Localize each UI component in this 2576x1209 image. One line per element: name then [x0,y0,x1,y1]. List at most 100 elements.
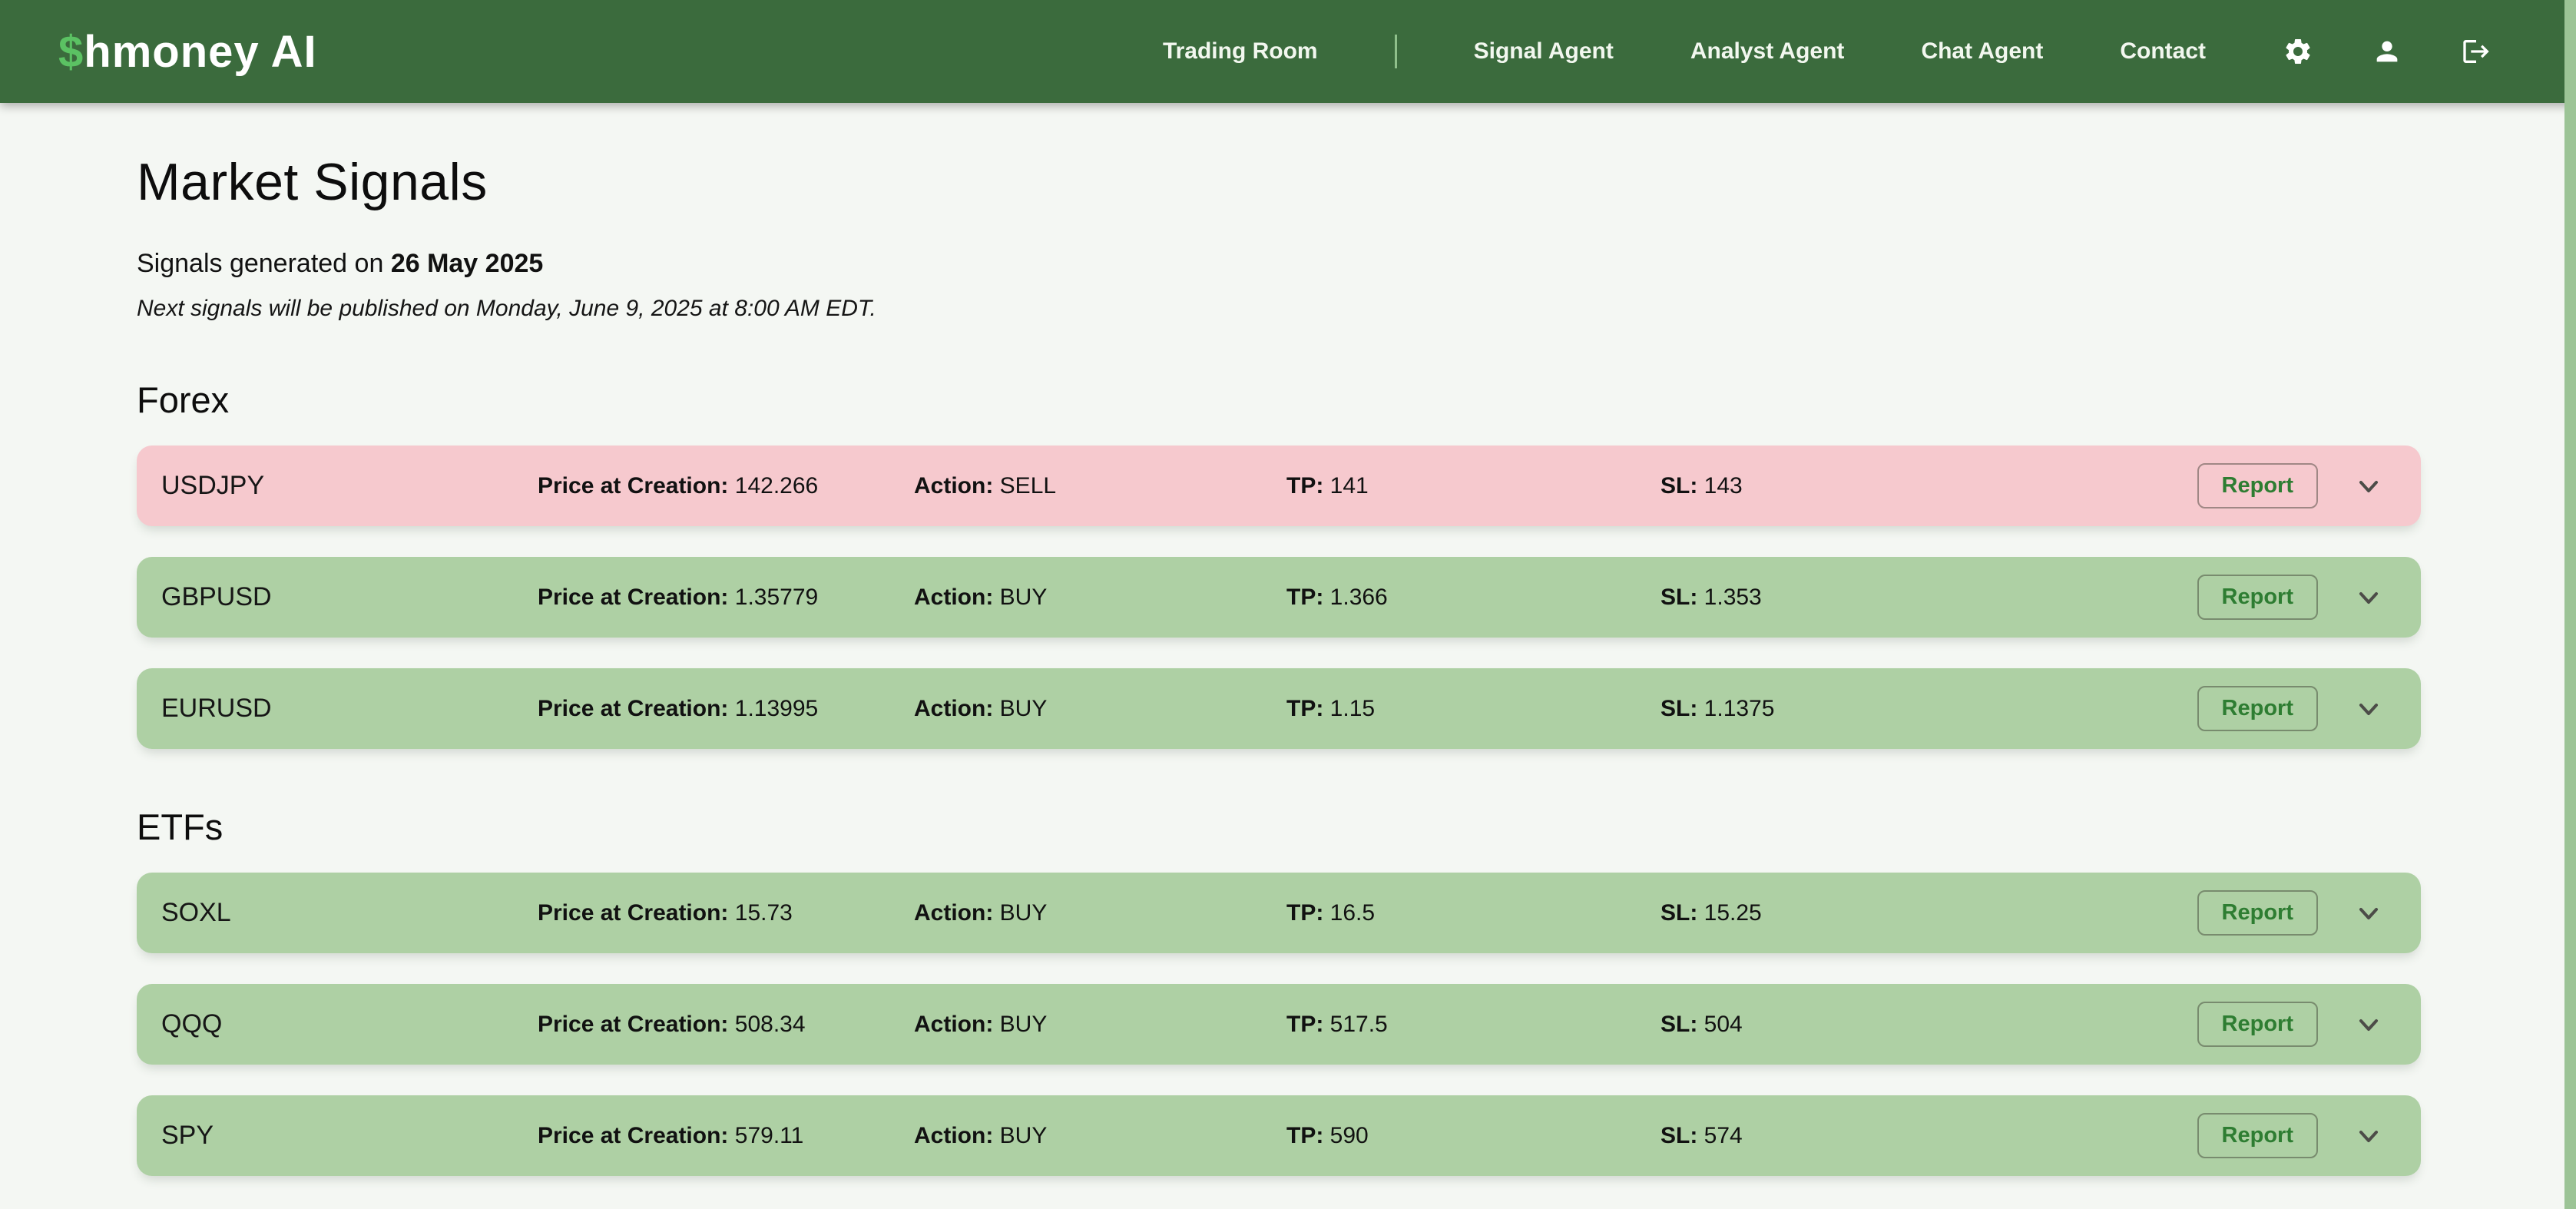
expand-row-button[interactable] [2350,691,2387,727]
action-cell: Action: BUY [914,900,1286,926]
user-icon[interactable] [2372,36,2402,67]
action-label: Action: [914,695,994,721]
action-value: BUY [999,1011,1048,1037]
tp-value: 16.5 [1329,899,1376,926]
report-button[interactable]: Report [2197,686,2318,731]
price-cell: Price at Creation: 1.13995 [538,696,914,722]
action-value: BUY [999,1122,1048,1148]
generated-prefix: Signals generated on [137,249,391,278]
expand-row-button[interactable] [2350,895,2387,932]
price-label: Price at Creation: [538,1122,729,1148]
nav-item-analyst-agent[interactable]: Analyst Agent [1690,38,1845,64]
action-cell: Action: BUY [914,1123,1286,1149]
tp-value: 1.15 [1329,695,1376,721]
chevron-down-icon [2352,469,2386,503]
expand-row-button[interactable] [2350,579,2387,616]
action-label: Action: [914,1011,994,1037]
nav-item-signal-agent[interactable]: Signal Agent [1473,38,1614,64]
action-value: SELL [999,472,1057,499]
chevron-down-icon [2352,581,2386,614]
action-label: Action: [914,472,994,499]
price-cell: Price at Creation: 508.34 [538,1012,914,1038]
tp-cell: TP: 1.366 [1286,585,1660,611]
signal-row: EURUSD Price at Creation: 1.13995 Action… [137,668,2421,749]
price-cell: Price at Creation: 142.266 [538,473,914,499]
report-button[interactable]: Report [2197,890,2318,936]
section-title: ETFs [137,807,223,847]
sl-label: SL: [1660,584,1698,610]
signal-row: USDJPY Price at Creation: 142.266 Action… [137,446,2421,526]
signal-row: SPY Price at Creation: 579.11 Action: BU… [137,1095,2421,1176]
tp-cell: TP: 16.5 [1286,900,1660,926]
report-button[interactable]: Report [2197,1002,2318,1047]
settings-icon[interactable] [2283,36,2313,67]
report-button[interactable]: Report [2197,1113,2318,1158]
signal-section: Forex USDJPY Price at Creation: 142.266 … [137,379,2422,749]
signal-sections: Forex USDJPY Price at Creation: 142.266 … [137,379,2422,1176]
signal-row: QQQ Price at Creation: 508.34 Action: BU… [137,984,2421,1065]
sl-value: 143 [1704,472,1743,499]
ticker: GBPUSD [161,582,272,611]
nav-item-trading-room[interactable]: Trading Room [1162,38,1318,64]
nav-item-chat-agent[interactable]: Chat Agent [1921,38,2044,64]
sl-label: SL: [1660,1011,1698,1037]
logo[interactable]: $hmoney AI [58,26,317,78]
action-label: Action: [914,584,994,610]
price-value: 1.13995 [734,695,819,721]
sl-value: 1.353 [1704,584,1762,610]
sl-cell: SL: 1.1375 [1660,696,2197,722]
price-label: Price at Creation: [538,472,729,499]
price-value: 508.34 [734,1011,806,1037]
tp-value: 517.5 [1329,1011,1388,1037]
report-button[interactable]: Report [2197,575,2318,620]
ticker: SPY [161,1121,214,1150]
main-content: Market Signals Signals generated on 26 M… [0,103,2576,1176]
sl-cell: SL: 504 [1660,1012,2197,1038]
chevron-down-icon [2352,692,2386,726]
expand-row-button[interactable] [2350,1006,2387,1043]
app-header: $hmoney AI Trading Room Signal Agent Ana… [0,0,2576,103]
sl-cell: SL: 15.25 [1660,900,2197,926]
signal-row: SOXL Price at Creation: 15.73 Action: BU… [137,873,2421,953]
price-label: Price at Creation: [538,584,729,610]
generated-date: 26 May 2025 [390,249,544,278]
next-signals-note: Next signals will be published on Monday… [137,296,876,321]
page-title: Market Signals [137,153,488,211]
price-cell: Price at Creation: 1.35779 [538,585,914,611]
action-label: Action: [914,899,994,926]
chevron-down-icon [2352,1008,2386,1042]
nav-item-contact[interactable]: Contact [2120,38,2206,64]
tp-cell: TP: 141 [1286,473,1660,499]
tp-label: TP: [1286,695,1324,721]
signal-row: GBPUSD Price at Creation: 1.35779 Action… [137,557,2421,638]
nav-separator [1394,35,1397,68]
ticker: SOXL [161,898,231,927]
action-value: BUY [999,695,1048,721]
sl-label: SL: [1660,472,1698,499]
sl-value: 1.1375 [1704,695,1775,721]
expand-row-button[interactable] [2350,1118,2387,1154]
expand-row-button[interactable] [2350,468,2387,505]
scrollbar[interactable] [2564,0,2576,1209]
signal-rows: USDJPY Price at Creation: 142.266 Action… [137,446,2421,749]
price-cell: Price at Creation: 15.73 [538,900,914,926]
price-value: 1.35779 [734,584,819,610]
action-cell: Action: BUY [914,1012,1286,1038]
tp-value: 141 [1329,472,1369,499]
tp-value: 1.366 [1329,584,1388,610]
action-value: BUY [999,584,1048,610]
price-value: 142.266 [734,472,819,499]
price-label: Price at Creation: [538,899,729,926]
sl-value: 15.25 [1704,899,1762,926]
tp-cell: TP: 517.5 [1286,1012,1660,1038]
ticker: EURUSD [161,694,272,723]
tp-cell: TP: 1.15 [1286,696,1660,722]
price-label: Price at Creation: [538,1011,729,1037]
header-icon-group [2283,36,2492,67]
ticker: USDJPY [161,471,265,500]
report-button[interactable]: Report [2197,463,2318,508]
chevron-down-icon [2352,896,2386,930]
logout-icon[interactable] [2461,36,2492,67]
tp-label: TP: [1286,899,1324,926]
action-value: BUY [999,899,1048,926]
